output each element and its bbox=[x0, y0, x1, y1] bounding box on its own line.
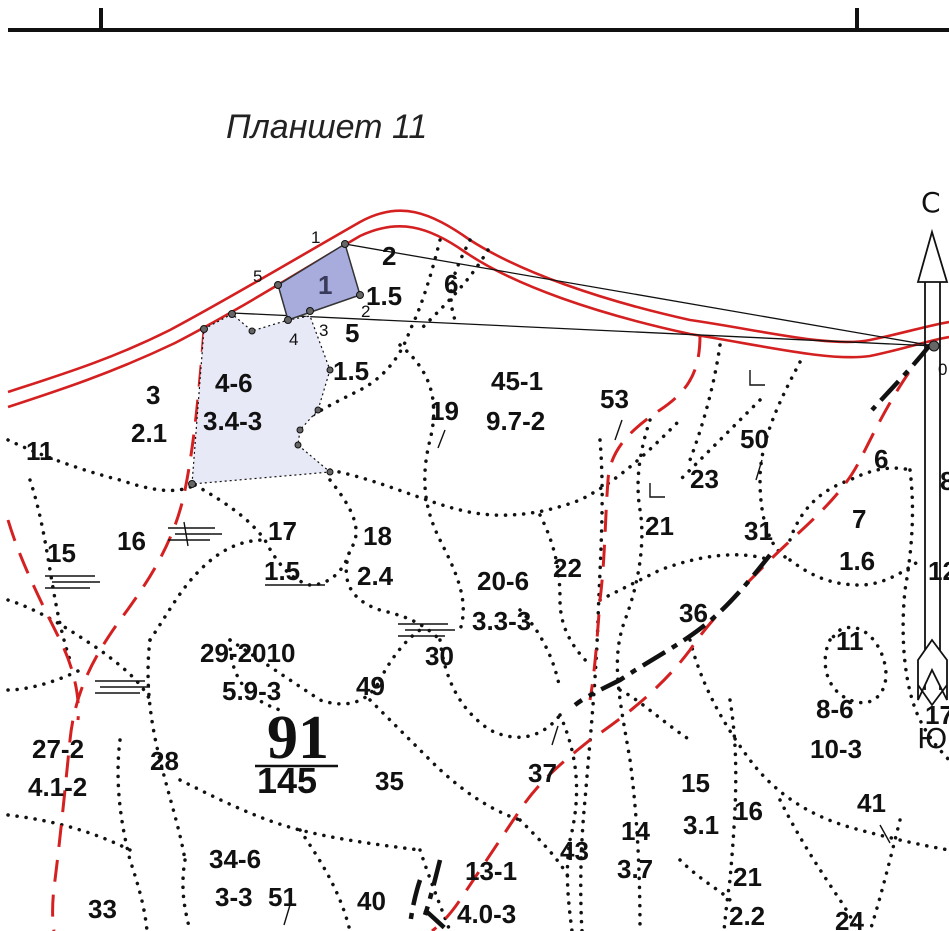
compartment-label: 35 bbox=[375, 766, 404, 796]
compartment-label: 16 bbox=[117, 526, 146, 556]
compartment-label: 3.3-3 bbox=[472, 606, 531, 636]
compartment-label: 51 bbox=[268, 882, 297, 912]
compartment-label: 53 bbox=[600, 384, 629, 414]
compartment-label: 4.0-3 bbox=[457, 899, 516, 929]
compartment-label: 2.4 bbox=[357, 561, 394, 591]
compartment-label: 11 bbox=[836, 626, 864, 656]
compartment-label: 17 bbox=[268, 516, 297, 546]
vertex-label-3: 3 bbox=[319, 321, 328, 340]
plot-number: 1 bbox=[318, 270, 332, 300]
compartment-label: 8 bbox=[940, 466, 949, 496]
vertex-label-1: 1 bbox=[311, 228, 320, 247]
compartment-label: 4.1-2 bbox=[28, 772, 87, 802]
compartment-label: 3-3 bbox=[215, 882, 253, 912]
compartment-label: 50 bbox=[740, 424, 769, 454]
compartment-label: 6 bbox=[874, 444, 888, 474]
compartment-label: 3.4-3 bbox=[203, 406, 262, 436]
compartment-label: 21 bbox=[645, 511, 674, 541]
compartment-label: 10-3 bbox=[810, 734, 862, 764]
compartment-label: 19 bbox=[430, 396, 459, 426]
compartment-label: 8-6 bbox=[816, 694, 854, 724]
compartment-label: 14 bbox=[621, 816, 650, 846]
compartment-label: 1.5 bbox=[333, 356, 369, 386]
compartment-label: 33 bbox=[88, 894, 117, 924]
compartment-label: 49 bbox=[356, 671, 385, 701]
compartment-label: 16 bbox=[734, 796, 763, 826]
compartment-label: 36 bbox=[679, 598, 708, 628]
compartment-label: 30 bbox=[425, 641, 454, 671]
compartment-label: 24 bbox=[835, 906, 864, 931]
compartment-label: 5 bbox=[345, 318, 359, 348]
compartment-label: 28 bbox=[150, 746, 179, 776]
compartment-label: 27-2 bbox=[32, 734, 84, 764]
compartment-label: 3.7 bbox=[617, 854, 653, 884]
compartment-label: 5.9-3 bbox=[222, 676, 281, 706]
compartment-label: 18 bbox=[363, 521, 392, 551]
compartment-label: 45-1 bbox=[491, 366, 543, 396]
compartment-label: 37 bbox=[528, 758, 557, 788]
compartment-label: 2 bbox=[382, 241, 396, 271]
compartment-label: 4-6 bbox=[215, 368, 253, 398]
compartment-label: 15 bbox=[47, 538, 76, 568]
compass-north-label: С bbox=[921, 186, 941, 219]
compartment-label: 6 bbox=[444, 269, 458, 299]
compartment-label: 1.5 bbox=[264, 556, 300, 586]
compartment-label: 21 bbox=[733, 862, 762, 892]
compartment-label: 12 bbox=[928, 556, 949, 586]
compartment-label: 17 bbox=[925, 700, 949, 730]
compartment-label: 11 bbox=[26, 436, 54, 466]
compartment-label: 40 bbox=[357, 886, 386, 916]
river-double-line bbox=[8, 211, 949, 407]
compartment-label: 29-2010 bbox=[200, 638, 295, 668]
compartment-label: 3.1 bbox=[683, 810, 719, 840]
compartment-label: 43 bbox=[560, 836, 589, 866]
compartment-label: 1.6 bbox=[839, 546, 875, 576]
compartment-label: 22 bbox=[553, 553, 582, 583]
compartment-label: 2.1 bbox=[131, 418, 167, 448]
compartment-label: 20-6 bbox=[477, 566, 529, 596]
vertex-label-4: 4 bbox=[289, 330, 298, 349]
compartment-labels: 261.551.532.14-63.4-345-19.7-219 53506232… bbox=[26, 241, 949, 931]
compartment-label: 34-6 bbox=[209, 844, 261, 874]
compartment-label: 2.2 bbox=[729, 901, 765, 931]
compartment-label: 23 bbox=[690, 464, 719, 494]
compartment-label: 3 bbox=[146, 380, 160, 410]
sheet-title: Планшет 11 bbox=[226, 108, 427, 146]
compartment-label: 1.5 bbox=[366, 281, 402, 311]
plot-secondary bbox=[192, 314, 330, 484]
sheet-frame bbox=[8, 8, 949, 30]
compartment-label: 9.7-2 bbox=[486, 406, 545, 436]
compartment-label: 15 bbox=[681, 768, 710, 798]
compartment-label: 31 bbox=[744, 516, 773, 546]
compartment-label: 7 bbox=[852, 504, 866, 534]
compartment-label: 13-1 bbox=[465, 856, 517, 886]
compartment-label: 41 bbox=[857, 788, 886, 818]
vertex-label-5: 5 bbox=[253, 267, 262, 286]
